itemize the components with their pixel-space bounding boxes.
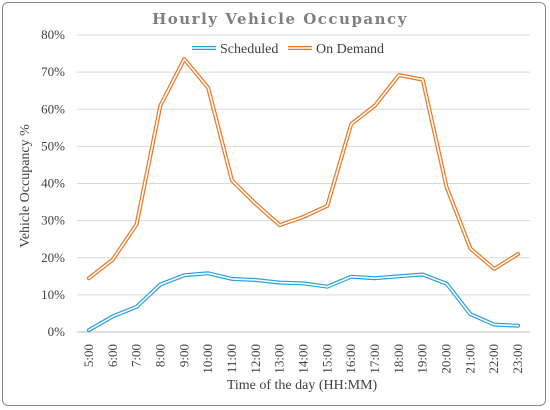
y-tick-label: 50% [41,138,65,153]
x-tick-label: 13:00 [272,344,287,374]
legend-label: Scheduled [220,42,278,57]
x-tick-label: 10:00 [200,344,215,374]
x-tick-label: 6:00 [105,344,120,367]
series-line-outer [86,57,521,281]
chart-frame [2,2,546,406]
x-tick-label: 7:00 [129,344,144,367]
x-tick-label: 14:00 [296,344,311,374]
series-line-inner [88,272,519,331]
y-axis-ticks: 0% 10% 20% 30% 40% 50% 60% 70% 80% [41,27,65,339]
x-tick-label: 16:00 [343,344,358,374]
series-on-demand [86,57,521,281]
x-tick-label: 5:00 [81,344,96,367]
x-tick-label: 8:00 [152,344,167,367]
y-axis-label: Vehicle Occupancy % [18,124,33,248]
x-tick-label: 22:00 [486,344,501,374]
y-tick-label: 0% [48,324,66,339]
gridlines [77,34,530,333]
series-line-inner [88,58,519,280]
x-tick-label: 19:00 [415,344,430,374]
x-tick-label: 18:00 [391,344,406,374]
x-tick-label: 12:00 [248,344,263,374]
y-tick-label: 20% [41,250,65,265]
series-line-outer [86,271,521,333]
y-tick-label: 70% [41,64,65,79]
series-scheduled [86,271,521,333]
y-tick-label: 10% [41,287,65,302]
x-tick-label: 21:00 [462,344,477,374]
y-tick-label: 30% [41,213,65,228]
legend-item: Scheduled [192,42,278,57]
x-tick-label: 15:00 [319,344,334,374]
x-axis-ticks: 5:00 6:00 7:00 8:00 9:00 10:00 11:00 12:00 13:00… [81,344,525,374]
legend: Scheduled On Demand [192,42,384,57]
x-tick-label: 17:00 [367,344,382,374]
x-tick-label: 20:00 [439,344,454,374]
y-tick-label: 40% [41,176,65,191]
y-tick-label: 60% [41,101,65,116]
y-tick-label: 80% [41,27,65,42]
x-axis-label: Time of the day (HH:MM) [227,378,378,393]
legend-item: On Demand [288,42,384,57]
legend-label: On Demand [316,42,384,57]
series-lines [86,57,521,333]
x-tick-label: 9:00 [176,344,191,367]
x-tick-label: 11:00 [224,344,239,373]
chart-title: Hourly Vehicle Occupancy [152,10,408,28]
x-tick-label: 23:00 [510,344,525,374]
